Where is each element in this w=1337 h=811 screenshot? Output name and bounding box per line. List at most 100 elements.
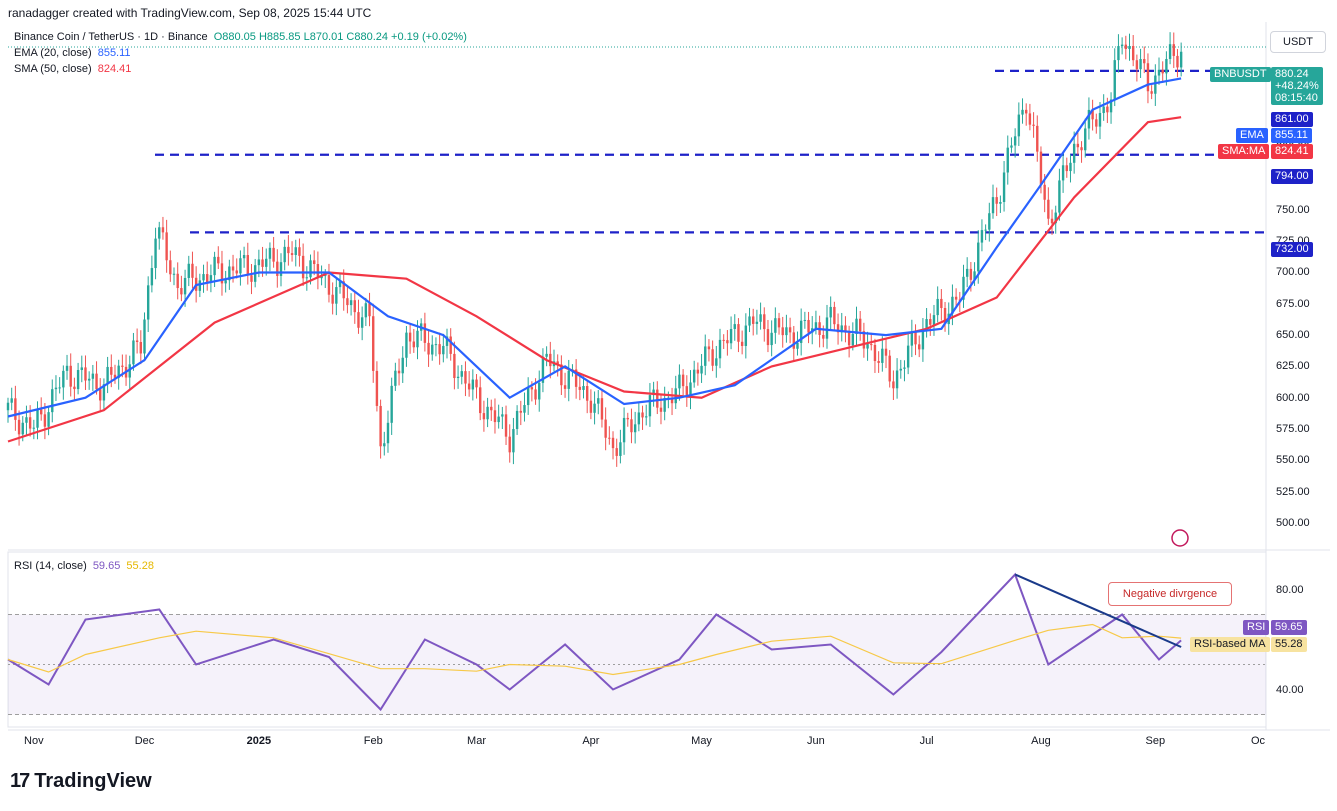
candle-body	[593, 403, 596, 413]
candle-body	[213, 256, 216, 276]
candle-body	[14, 398, 17, 420]
candle-body	[158, 227, 161, 239]
candle-body	[117, 365, 120, 378]
candle-body	[121, 365, 124, 367]
time-tick-label: Nov	[24, 735, 44, 747]
candle-body	[692, 369, 696, 383]
price-tick-label: 600.00	[1276, 391, 1310, 404]
candle-body	[497, 416, 500, 423]
candle-body	[597, 398, 600, 404]
symbol-legend[interactable]: Binance Coin / TetherUS · 1D · Binance O…	[14, 30, 467, 44]
candle-body	[822, 334, 825, 339]
candle-body	[965, 268, 969, 277]
tradingview-logo[interactable]: 17 TradingView	[10, 770, 152, 793]
candle-body	[1084, 128, 1087, 151]
candle-body	[685, 386, 689, 398]
sma-legend[interactable]: SMA (50, close) 824.41	[14, 62, 131, 76]
candle-body	[1013, 136, 1017, 146]
candle-body	[128, 364, 131, 378]
candle-body	[932, 315, 936, 325]
bar-countdown: 08:15:40	[1275, 92, 1318, 104]
candle-body	[921, 330, 925, 350]
candle-body	[1058, 180, 1061, 213]
candle-body	[973, 271, 976, 280]
candle-body	[604, 419, 607, 438]
candle-body	[1143, 59, 1146, 64]
candle-body	[969, 268, 973, 280]
candle-body	[165, 232, 168, 261]
candle-body	[611, 437, 615, 449]
candle-body	[796, 342, 799, 349]
sma-line	[7, 116, 1182, 443]
candle-body	[423, 323, 427, 343]
candle-body	[936, 298, 939, 316]
candle-body	[43, 414, 47, 427]
candle-body	[176, 273, 179, 289]
candle-body	[242, 255, 246, 259]
candle-body	[733, 324, 736, 329]
candle-body	[261, 259, 264, 267]
candle-body	[187, 263, 190, 278]
candle-body	[80, 367, 83, 371]
candle-body	[154, 238, 157, 269]
candle-body	[1139, 59, 1142, 70]
candle-body	[40, 409, 43, 415]
candle-body	[556, 361, 559, 365]
candle-body	[490, 406, 493, 411]
candle-body	[434, 344, 438, 346]
alert-bolt-icon	[1171, 529, 1189, 547]
candle-body	[1043, 184, 1046, 200]
candle-body	[106, 366, 109, 385]
ema-legend[interactable]: EMA (20, close) 855.11	[14, 46, 131, 60]
currency-selector[interactable]: USDT	[1270, 31, 1326, 53]
candle-body	[84, 367, 87, 381]
candle-body	[1179, 51, 1183, 68]
candle-body	[888, 355, 891, 382]
candle-body	[1109, 99, 1113, 113]
candle-body	[298, 247, 301, 256]
tradingview-brand: TradingView	[34, 770, 152, 792]
candle-body	[379, 405, 382, 447]
candle-body	[1098, 113, 1102, 127]
candle-body	[28, 417, 32, 429]
candle-body	[549, 353, 552, 367]
candle-body	[729, 328, 733, 344]
candle-body	[895, 370, 899, 389]
symbol-tag: BNBUSDT	[1210, 67, 1271, 82]
rsi-legend[interactable]: RSI (14, close) 59.65 55.28	[14, 559, 154, 573]
candle-body	[139, 341, 143, 354]
candle-body	[1165, 58, 1168, 74]
candle-body	[722, 339, 725, 341]
candle-body	[877, 361, 880, 363]
candle-body	[198, 280, 202, 291]
candle-body	[65, 365, 69, 371]
candle-body	[633, 424, 637, 433]
candle-body	[984, 229, 987, 231]
candle-body	[1065, 165, 1068, 172]
candle-body	[763, 314, 766, 330]
time-tick-label: Jun	[807, 735, 825, 747]
candle-body	[76, 370, 80, 390]
candle-body	[766, 329, 770, 346]
candle-body	[700, 365, 703, 374]
candle-body	[1021, 109, 1024, 115]
rsi-ma-axis-tag: 55.28	[1271, 637, 1307, 652]
candle-body	[438, 344, 441, 355]
candle-body	[707, 346, 711, 350]
time-tick-label: 2025	[246, 735, 272, 747]
candle-body	[276, 261, 279, 276]
rsi-line	[7, 572, 1182, 712]
candle-body	[578, 386, 582, 390]
candle-body	[670, 397, 674, 404]
candle-body	[58, 387, 61, 389]
candle-body	[615, 448, 618, 456]
candle-body	[530, 387, 534, 390]
candle-body	[312, 260, 316, 265]
candle-body	[132, 340, 135, 365]
price-tick-label: 675.00	[1276, 297, 1310, 310]
candle-body	[54, 387, 58, 390]
candle-body	[884, 348, 888, 356]
price-tick-label: 550.00	[1276, 454, 1310, 467]
candle-body	[696, 369, 700, 374]
